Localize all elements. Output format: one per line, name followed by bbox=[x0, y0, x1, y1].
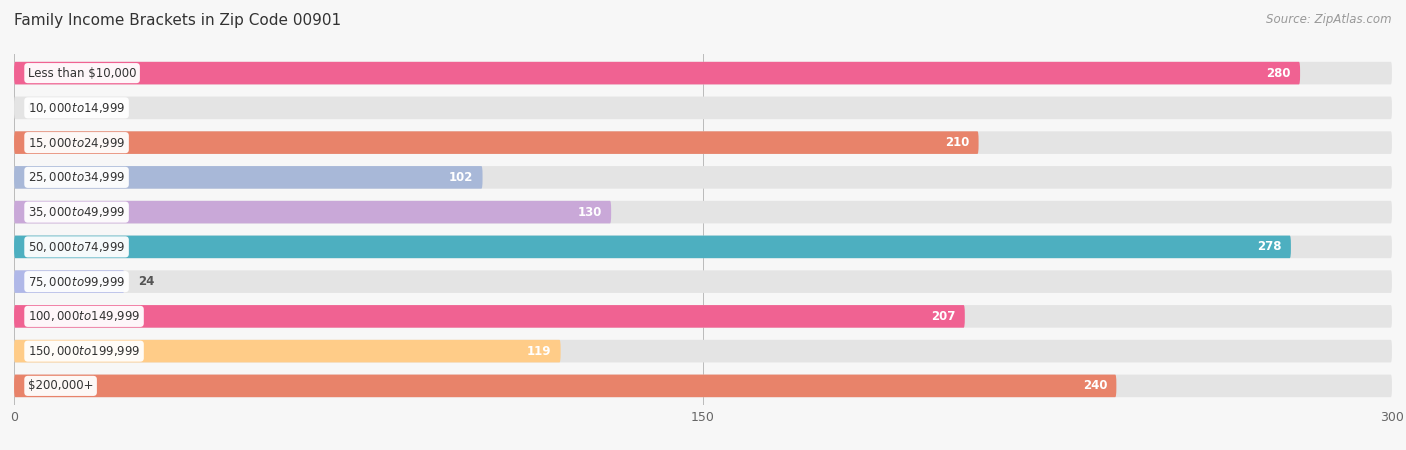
Text: $15,000 to $24,999: $15,000 to $24,999 bbox=[28, 135, 125, 149]
Text: $100,000 to $149,999: $100,000 to $149,999 bbox=[28, 310, 141, 324]
Text: $10,000 to $14,999: $10,000 to $14,999 bbox=[28, 101, 125, 115]
FancyBboxPatch shape bbox=[14, 131, 1392, 154]
FancyBboxPatch shape bbox=[14, 305, 1392, 328]
FancyBboxPatch shape bbox=[14, 166, 482, 189]
FancyBboxPatch shape bbox=[14, 270, 1392, 293]
FancyBboxPatch shape bbox=[14, 236, 1392, 258]
Text: 102: 102 bbox=[449, 171, 474, 184]
Text: $75,000 to $99,999: $75,000 to $99,999 bbox=[28, 274, 125, 288]
Text: $25,000 to $34,999: $25,000 to $34,999 bbox=[28, 171, 125, 184]
FancyBboxPatch shape bbox=[14, 62, 1392, 85]
Text: $150,000 to $199,999: $150,000 to $199,999 bbox=[28, 344, 141, 358]
FancyBboxPatch shape bbox=[14, 97, 1392, 119]
Text: $35,000 to $49,999: $35,000 to $49,999 bbox=[28, 205, 125, 219]
FancyBboxPatch shape bbox=[14, 374, 1116, 397]
FancyBboxPatch shape bbox=[14, 166, 1392, 189]
Text: $200,000+: $200,000+ bbox=[28, 379, 93, 392]
FancyBboxPatch shape bbox=[14, 374, 1392, 397]
FancyBboxPatch shape bbox=[14, 201, 1392, 223]
FancyBboxPatch shape bbox=[14, 62, 1301, 85]
Text: 119: 119 bbox=[527, 345, 551, 358]
FancyBboxPatch shape bbox=[14, 270, 124, 293]
Text: $50,000 to $74,999: $50,000 to $74,999 bbox=[28, 240, 125, 254]
Text: 240: 240 bbox=[1083, 379, 1107, 392]
Text: 207: 207 bbox=[931, 310, 956, 323]
FancyBboxPatch shape bbox=[14, 340, 561, 362]
Text: 280: 280 bbox=[1267, 67, 1291, 80]
FancyBboxPatch shape bbox=[14, 305, 965, 328]
Text: Source: ZipAtlas.com: Source: ZipAtlas.com bbox=[1267, 14, 1392, 27]
Text: 210: 210 bbox=[945, 136, 969, 149]
Text: 0: 0 bbox=[28, 101, 37, 114]
Text: 130: 130 bbox=[578, 206, 602, 219]
FancyBboxPatch shape bbox=[14, 201, 612, 223]
Text: 278: 278 bbox=[1257, 240, 1282, 253]
FancyBboxPatch shape bbox=[14, 236, 1291, 258]
FancyBboxPatch shape bbox=[14, 340, 1392, 362]
Text: Family Income Brackets in Zip Code 00901: Family Income Brackets in Zip Code 00901 bbox=[14, 14, 342, 28]
Text: Less than $10,000: Less than $10,000 bbox=[28, 67, 136, 80]
FancyBboxPatch shape bbox=[14, 131, 979, 154]
Text: 24: 24 bbox=[138, 275, 155, 288]
